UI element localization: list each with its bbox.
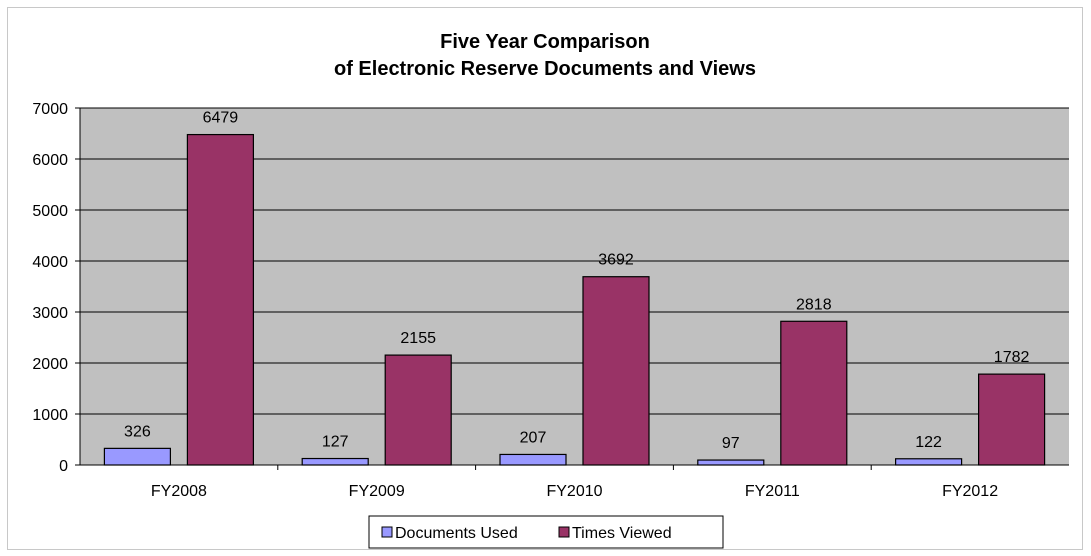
y-tick-label: 1000	[32, 407, 68, 424]
y-tick-label: 0	[59, 458, 68, 475]
y-tick-label: 2000	[32, 356, 68, 373]
bar	[582, 276, 650, 466]
chart-title-line-1: Five Year Comparison	[440, 31, 650, 53]
x-tick-label: FY2011	[745, 483, 800, 500]
bar	[697, 459, 765, 466]
data-label: 2818	[796, 296, 832, 313]
plot-area: 0 1000 2000 3000 4000 5000 6000 7000 326 6479 FY20…	[32, 101, 1069, 500]
data-label: 207	[520, 429, 547, 446]
data-label: 3692	[598, 252, 634, 269]
bar	[186, 133, 254, 466]
bar	[894, 458, 963, 466]
y-tick-label: 6000	[32, 152, 68, 169]
data-label: 326	[124, 423, 151, 440]
data-label: 2155	[400, 330, 436, 347]
y-tick-label: 7000	[32, 101, 68, 118]
legend-label: Documents Used	[395, 525, 518, 542]
data-label: 127	[322, 434, 349, 451]
legend: Documents Used Times Viewed	[368, 515, 724, 549]
x-tick-label: FY2008	[151, 483, 207, 500]
data-label: 97	[722, 435, 740, 452]
legend-swatch	[558, 526, 570, 538]
bar	[499, 453, 567, 466]
bar	[384, 354, 452, 466]
data-label: 1782	[994, 349, 1030, 366]
chart-title-line-2: of Electronic Reserve Documents and View…	[334, 58, 756, 80]
legend-label: Times Viewed	[572, 525, 672, 542]
data-label: 122	[915, 434, 942, 451]
y-tick-label: 3000	[32, 305, 68, 322]
x-tick-label: FY2009	[349, 483, 405, 500]
legend-box	[368, 515, 724, 549]
bar	[103, 447, 172, 466]
legend-swatch	[381, 526, 393, 538]
y-tick-label: 4000	[32, 254, 68, 271]
x-tick-label: FY2010	[546, 483, 602, 500]
data-label: 6479	[203, 110, 239, 127]
bar	[977, 373, 1046, 466]
bar	[780, 320, 848, 466]
bar	[301, 457, 369, 466]
y-tick-label: 5000	[32, 203, 68, 220]
x-tick-label: FY2012	[942, 483, 998, 500]
